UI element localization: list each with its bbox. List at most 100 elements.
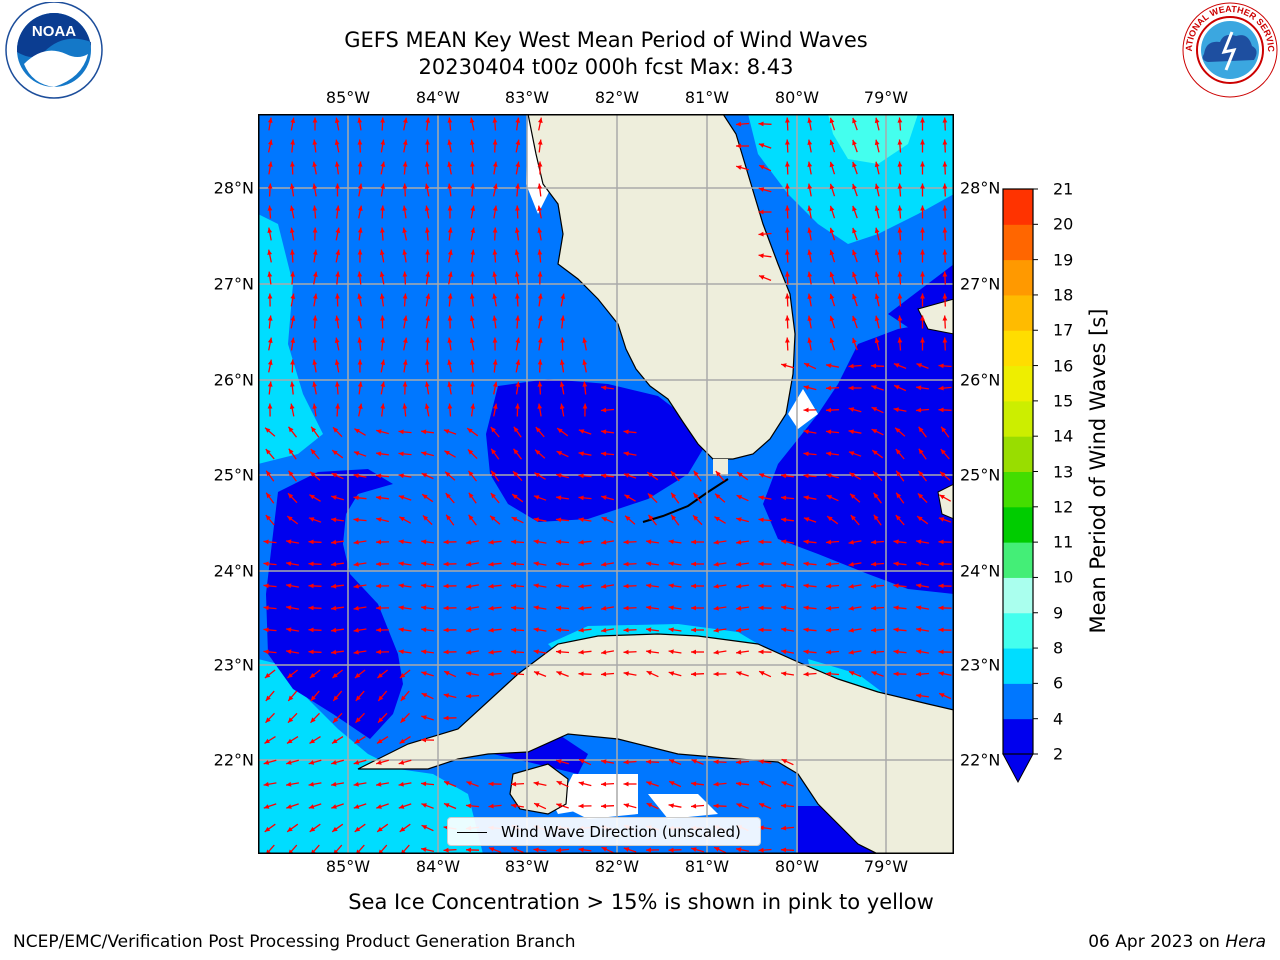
wave-arrow-head: [444, 803, 450, 808]
wave-arrow-head: [874, 205, 880, 212]
wave-arrow-head: [376, 760, 382, 765]
wave-arrow-head: [466, 583, 472, 589]
wave-arrow-head: [938, 605, 944, 611]
wave-arrow-head: [803, 605, 809, 611]
wave-arrow-head: [942, 117, 948, 123]
wave-arrow-head: [601, 495, 607, 500]
wave-arrow-head: [263, 627, 269, 633]
wave-arrow-head: [781, 561, 787, 567]
wave-arrow-head: [938, 407, 944, 413]
wave-arrow-head: [312, 117, 318, 123]
wave-arrow-head: [447, 249, 453, 255]
wave-arrow-head: [646, 803, 653, 808]
wave-arrow-head: [625, 515, 631, 521]
wave-arrow-head: [938, 539, 944, 545]
wave-arrow-head: [422, 494, 428, 500]
wave-arrow-head: [785, 271, 790, 277]
wave-arrow-head: [601, 407, 607, 413]
wave-arrow-head: [402, 293, 408, 299]
wave-arrow-head: [447, 381, 453, 387]
wave-arrow-head: [443, 627, 449, 633]
wave-arrow-head: [848, 583, 854, 589]
wave-arrow-head: [357, 337, 363, 343]
wave-arrow-head: [312, 161, 317, 167]
wave-arrow-head: [443, 429, 450, 434]
wave-arrow-head: [355, 695, 361, 701]
wave-arrow-head: [515, 293, 520, 299]
wave-arrow-head: [920, 293, 925, 299]
wave-arrow-head: [511, 539, 517, 545]
wave-arrow-head: [312, 249, 318, 255]
wave-arrow-head: [264, 826, 271, 832]
colorbar-extend-triangle: [1002, 753, 1034, 784]
wave-arrow-head: [669, 781, 675, 786]
footer-host: Hera: [1225, 932, 1266, 952]
wave-arrow-head: [579, 759, 585, 764]
wave-arrow-head: [421, 803, 427, 808]
wave-arrow-head: [826, 539, 832, 545]
wave-arrow-head: [357, 271, 363, 277]
wave-arrow-head: [311, 426, 317, 433]
wave-arrow-head: [916, 561, 922, 567]
wave-arrow-head: [470, 205, 476, 211]
wave-arrow-head: [353, 539, 359, 545]
wave-arrow-head: [447, 337, 453, 343]
colorbar-segment: [1003, 365, 1033, 402]
wave-arrow-head: [290, 139, 295, 145]
wave-arrow-head: [758, 209, 764, 215]
wave-arrow-head: [691, 759, 697, 764]
wave-arrow-head: [848, 407, 855, 412]
lon-label: 85°W: [325, 88, 371, 107]
wave-arrow-head: [807, 205, 813, 211]
wave-arrow-head: [920, 117, 925, 123]
wave-arrow-head: [511, 561, 517, 567]
wave-arrow-head: [827, 516, 833, 522]
wave-arrow-head: [263, 605, 269, 611]
plot-title-line1: GEFS MEAN Key West Mean Period of Wind W…: [344, 28, 868, 52]
wave-arrow-head: [623, 583, 629, 589]
wave-arrow-head: [308, 804, 315, 809]
colorbar-title: Mean Period of Wind Waves [s]: [1086, 308, 1110, 634]
wave-arrow-head: [601, 583, 607, 589]
wave-arrow-head: [578, 583, 584, 589]
wave-arrow-head: [425, 271, 431, 277]
wave-arrow-head: [447, 183, 453, 189]
wave-arrow-head: [444, 671, 450, 676]
wave-arrow-head: [286, 781, 292, 787]
wave-arrow-head: [466, 671, 472, 677]
wave-arrow-head: [537, 139, 543, 145]
wave-arrow-head: [785, 161, 790, 167]
wave-arrow-head: [447, 271, 453, 277]
wave-arrow-head: [852, 293, 857, 300]
wave-arrow-head: [331, 627, 337, 633]
wave-arrow-head: [691, 803, 697, 809]
wave-arrow-head: [535, 449, 541, 455]
wave-arrow-head: [920, 205, 925, 211]
wave-arrow-head: [421, 693, 428, 698]
wave-arrow-head: [781, 583, 787, 589]
florida-keys: [642, 478, 729, 523]
wave-arrow-head: [309, 673, 316, 678]
wave-arrow-head: [829, 249, 835, 256]
wave-arrow-head: [380, 359, 386, 365]
wave-arrow-head: [893, 671, 899, 677]
wave-arrow-head: [826, 429, 832, 435]
wave-arrow-head: [893, 583, 899, 589]
wave-arrow-head: [623, 429, 629, 435]
wave-arrow-head: [331, 760, 337, 765]
lon-label: 81°W: [684, 88, 730, 107]
wave-arrow-head: [488, 605, 494, 611]
wave-arrow-head: [511, 583, 517, 589]
wave-arrow-head: [671, 492, 677, 499]
wave-arrow-head: [852, 161, 857, 168]
wave-arrow-head: [425, 249, 430, 255]
wave-arrow-head: [781, 363, 787, 368]
wave-arrow-head: [537, 183, 543, 189]
wave-arrow-head: [938, 583, 944, 589]
nws-logo-icon: NATIONAL WEATHER SERVICE: [1180, 2, 1278, 98]
wave-arrow-head: [403, 337, 408, 343]
wave-arrow-head: [286, 804, 292, 809]
wave-arrow-head: [578, 605, 584, 611]
wave-arrow-head: [807, 249, 813, 255]
wave-arrow-head: [736, 847, 742, 853]
